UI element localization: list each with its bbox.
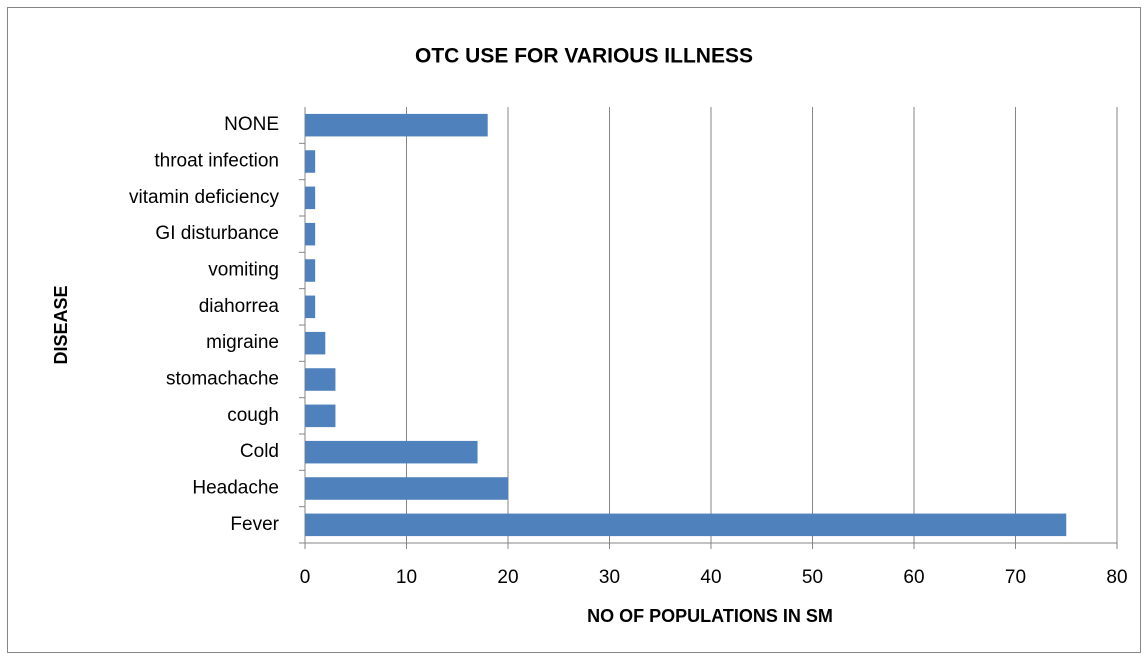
bar: [305, 404, 336, 428]
bar: [305, 331, 326, 355]
bar: [305, 295, 316, 319]
chart-title: OTC USE FOR VARIOUS ILLNESS: [415, 45, 753, 68]
y-tick-label: vitamin deficiency: [129, 187, 279, 208]
bar: [305, 440, 478, 464]
y-tick-label: migraine: [206, 332, 279, 353]
y-tick-label: cough: [227, 405, 279, 426]
y-axis-title: DISEASE: [51, 285, 71, 364]
y-tick-label: NONE: [224, 114, 279, 135]
bar: [305, 368, 336, 391]
y-tick-label: Fever: [230, 514, 279, 535]
y-tick-label: vomiting: [208, 260, 279, 281]
y-tick-label: diahorrea: [199, 296, 280, 317]
x-tick-label: 40: [700, 567, 721, 588]
x-tick-label: 20: [497, 567, 518, 588]
bar: [305, 477, 508, 500]
bar: [305, 150, 316, 173]
x-tick-label: 30: [599, 567, 620, 588]
x-tick-label: 60: [903, 567, 924, 588]
bar: [305, 513, 1067, 537]
chart-border: [7, 7, 1141, 653]
x-tick-label: 50: [802, 567, 823, 588]
x-tick-label: 70: [1005, 567, 1026, 588]
bar: [305, 259, 316, 282]
x-tick-label: 80: [1106, 567, 1127, 588]
y-tick-label: stomachache: [166, 369, 279, 390]
bar: [305, 113, 488, 137]
x-tick-label: 10: [396, 567, 417, 588]
bar: [305, 186, 316, 210]
bar: [305, 222, 316, 246]
y-tick-label: throat infection: [154, 151, 279, 172]
y-tick-label: Headache: [192, 478, 279, 499]
x-axis-title: NO OF POPULATIONS IN SM: [587, 606, 833, 626]
y-tick-label: GI disturbance: [155, 223, 279, 244]
x-tick-label: 0: [300, 567, 311, 588]
y-tick-label: Cold: [240, 441, 279, 462]
